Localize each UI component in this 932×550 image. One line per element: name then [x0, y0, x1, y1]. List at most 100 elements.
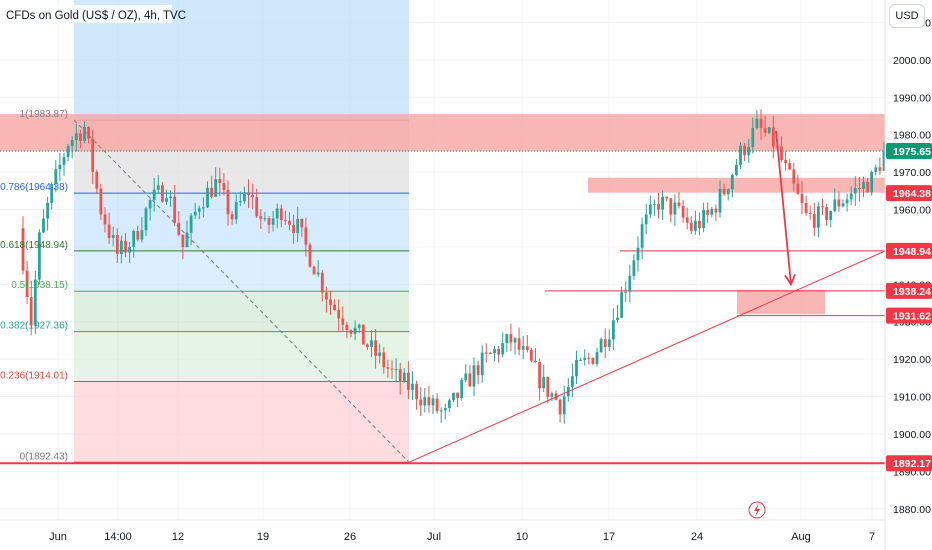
candle-body	[723, 189, 726, 194]
candle-body	[731, 175, 734, 189]
candle-body	[407, 373, 410, 390]
candle-body	[374, 340, 377, 356]
candle-body	[608, 339, 611, 347]
time-tick-label: 10	[516, 531, 528, 543]
candle-body	[489, 353, 492, 354]
candle-body	[432, 398, 435, 405]
candle-body	[59, 165, 62, 169]
candle-body	[645, 214, 648, 224]
candle-body	[227, 190, 230, 214]
candle-body	[669, 198, 672, 214]
candle-body	[739, 146, 742, 165]
candle-body	[79, 133, 82, 140]
candle-body	[473, 365, 476, 386]
candle-body	[333, 305, 336, 310]
time-tick-label: 17	[603, 531, 615, 543]
candle-body	[460, 380, 463, 398]
candle-body	[838, 199, 841, 206]
candle-body	[112, 235, 115, 238]
candle-body	[485, 353, 488, 354]
candle-body	[637, 248, 640, 261]
candle-body	[477, 365, 480, 375]
candle-body	[305, 227, 308, 244]
price-tick-label: 1960.00	[893, 204, 931, 216]
candle-body	[686, 217, 689, 222]
candle-body	[190, 215, 193, 232]
time-tick-label: Jul	[427, 531, 441, 543]
candle-body	[792, 169, 795, 183]
time-tick-label: 24	[691, 531, 703, 543]
fib-level-label: 0.236(1914.01)	[0, 371, 68, 382]
candle-body	[518, 338, 521, 349]
candle-body	[264, 218, 267, 219]
candle-body	[633, 260, 636, 276]
candle-body	[104, 214, 107, 224]
price-tick-label: 1990.00	[893, 92, 931, 104]
candle-body	[235, 202, 238, 220]
candle-body	[382, 352, 385, 367]
candle-body	[596, 352, 599, 364]
fib-level-label: 1(1983.87)	[20, 109, 68, 120]
candle-body	[218, 179, 221, 183]
candle-body	[682, 206, 685, 217]
candle-body	[428, 397, 431, 405]
candle-body	[534, 361, 537, 362]
candle-body	[83, 127, 86, 141]
candle-body	[182, 235, 185, 247]
candle-body	[821, 206, 824, 207]
candle-body	[231, 214, 234, 219]
candle-body	[649, 205, 652, 215]
candle-body	[813, 214, 816, 228]
candle-body	[600, 339, 603, 352]
candle-body	[661, 197, 664, 210]
candle-body	[690, 223, 693, 231]
candle-body	[391, 369, 394, 370]
candle-body	[403, 373, 406, 382]
candle-body	[141, 230, 144, 239]
candle-body	[805, 203, 808, 213]
candle-body	[136, 231, 139, 240]
candle-body	[321, 273, 324, 293]
candle-body	[124, 241, 127, 253]
candle-body	[108, 224, 111, 237]
candle-body	[411, 384, 414, 390]
fib-level-label: 0.382(1927.36)	[0, 321, 68, 332]
candle-body	[423, 397, 426, 405]
candle-body	[579, 360, 582, 361]
candle-body	[694, 221, 697, 231]
candle-body	[448, 400, 451, 408]
candle-body	[653, 204, 656, 205]
candle-body	[452, 393, 455, 401]
candle-body	[223, 183, 226, 190]
price-tick-label: 1920.00	[893, 354, 931, 366]
candle-body	[674, 202, 677, 214]
candle-body	[751, 128, 754, 147]
candle-body	[280, 208, 283, 220]
candle-body	[116, 235, 119, 254]
candle-body	[551, 393, 554, 396]
candle-body	[165, 198, 168, 202]
price-label-text: 1964.38	[893, 188, 931, 200]
candle-body	[817, 206, 820, 227]
candle-body	[75, 133, 78, 140]
fib-level-label: 0(1892.43)	[20, 451, 68, 462]
candle-body	[309, 245, 312, 267]
price-label-text: 1948.94	[893, 246, 931, 258]
time-tick-label: 26	[344, 531, 356, 543]
candle-body	[719, 189, 722, 213]
candle-body	[870, 172, 873, 192]
candle-body	[67, 146, 70, 157]
candle-body	[559, 400, 562, 414]
currency-button[interactable]: USD	[889, 4, 925, 28]
candle-body	[329, 299, 332, 304]
fib-band	[74, 251, 409, 291]
candle-body	[456, 393, 459, 398]
candle-body	[296, 219, 299, 233]
candle-body	[501, 343, 504, 354]
time-tick-label: 14:00	[104, 531, 132, 543]
candle-body	[768, 127, 771, 133]
candle-body	[157, 185, 160, 189]
candle-body	[493, 349, 496, 353]
candle-body	[542, 377, 545, 388]
